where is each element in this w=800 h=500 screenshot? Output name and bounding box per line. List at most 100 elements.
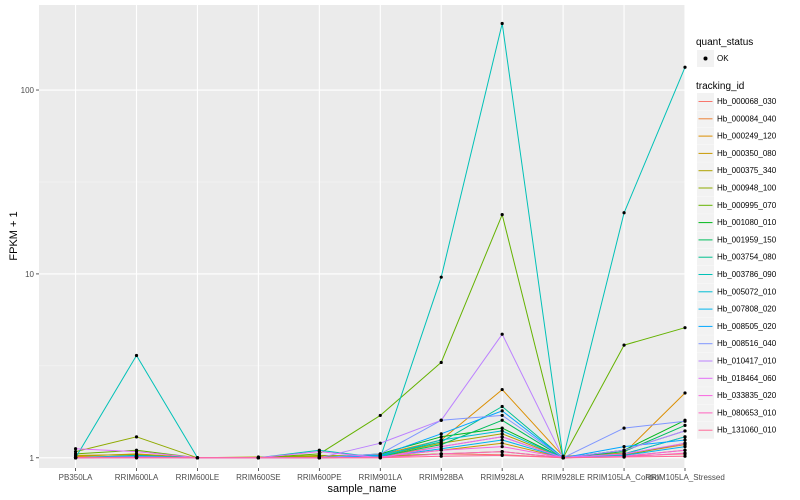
legend-item-label: Hb_080653_010 bbox=[717, 408, 777, 417]
series-points bbox=[73, 21, 687, 460]
x-tick-label: RRIM105LA_Stressed bbox=[645, 473, 725, 482]
data-point bbox=[683, 441, 687, 445]
data-point bbox=[683, 454, 687, 458]
legend-item-label: Hb_008505_020 bbox=[717, 322, 777, 331]
data-point bbox=[500, 404, 504, 409]
data-point bbox=[500, 453, 504, 458]
data-point bbox=[317, 456, 321, 460]
data-point bbox=[500, 435, 504, 439]
x-tick-label: RRIM600LE bbox=[176, 473, 220, 482]
data-point bbox=[683, 423, 687, 428]
data-point bbox=[622, 211, 626, 215]
data-point bbox=[622, 452, 626, 456]
data-point bbox=[500, 21, 504, 26]
data-point bbox=[73, 447, 78, 451]
data-point bbox=[195, 456, 200, 460]
data-point bbox=[500, 450, 504, 454]
x-tick-label: RRIM901LA bbox=[358, 473, 402, 482]
data-point bbox=[378, 452, 382, 456]
data-point bbox=[683, 429, 687, 433]
data-point bbox=[683, 435, 687, 439]
data-point bbox=[683, 326, 687, 330]
data-point bbox=[683, 391, 687, 395]
data-point bbox=[683, 65, 687, 69]
data-point bbox=[500, 426, 504, 430]
data-point bbox=[73, 450, 78, 454]
legend-items: Hb_000068_030 Hb_000084_040 Hb_000249_120 H… bbox=[697, 93, 777, 439]
legend-item-label: Hb_131060_010 bbox=[717, 426, 777, 435]
data-point bbox=[317, 450, 321, 454]
legend-item-label: Hb_033835_020 bbox=[717, 391, 777, 400]
data-point bbox=[439, 360, 443, 365]
data-point bbox=[500, 441, 504, 445]
legend-item-label: Hb_008516_040 bbox=[717, 339, 777, 348]
legend-lines-title: tracking_id bbox=[696, 81, 744, 92]
data-point bbox=[439, 448, 443, 452]
legend-item-label: Hb_000995_070 bbox=[717, 201, 777, 210]
x-axis-title: sample_name bbox=[327, 483, 396, 495]
legend-item-label: Hb_000068_030 bbox=[717, 97, 777, 106]
data-point bbox=[622, 343, 626, 347]
data-point bbox=[683, 451, 687, 455]
data-point bbox=[500, 432, 504, 436]
legend-item-label: Hb_007808_020 bbox=[717, 305, 777, 314]
x-tick-label: RRIM928BA bbox=[419, 473, 464, 482]
x-tick-label: PB350LA bbox=[59, 473, 93, 482]
legend-points-label: OK bbox=[717, 54, 729, 63]
data-point bbox=[317, 452, 321, 456]
legend-item-label: Hb_000084_040 bbox=[717, 114, 777, 123]
y-tick-label: 100 bbox=[21, 86, 35, 95]
data-point bbox=[622, 426, 626, 430]
data-point bbox=[378, 456, 382, 460]
legend-item-label: Hb_003754_080 bbox=[717, 253, 777, 262]
plot-panel bbox=[39, 5, 685, 468]
legend-item-label: Hb_018464_060 bbox=[717, 374, 777, 383]
data-point bbox=[500, 438, 504, 442]
legend-item-label: Hb_003786_090 bbox=[717, 270, 777, 279]
data-point bbox=[439, 418, 443, 422]
legend-points-title: quant_status bbox=[696, 37, 753, 48]
legend-item-label: Hb_000350_080 bbox=[717, 149, 777, 158]
data-point bbox=[683, 448, 687, 452]
data-point bbox=[622, 445, 626, 449]
data-point bbox=[134, 456, 139, 460]
x-tick-label: RRIM928LA bbox=[480, 473, 524, 482]
legend-item-label: Hb_000948_100 bbox=[717, 184, 777, 193]
y-axis: 1 10 100 bbox=[21, 86, 39, 463]
data-point bbox=[683, 438, 687, 442]
data-point bbox=[500, 429, 504, 433]
x-tick-label: RRIM600LA bbox=[115, 473, 159, 482]
data-point bbox=[622, 448, 626, 452]
data-point bbox=[500, 413, 504, 418]
data-point bbox=[622, 455, 626, 459]
data-point bbox=[500, 445, 504, 449]
data-point bbox=[683, 445, 687, 449]
y-tick-label: 10 bbox=[25, 270, 34, 279]
x-axis: PB350LA RRIM600LA RRIM600LE RRIM600SE RRIM60… bbox=[59, 468, 725, 482]
data-point bbox=[500, 387, 504, 392]
data-point bbox=[439, 454, 443, 458]
legend-item-label: Hb_000375_340 bbox=[717, 166, 777, 175]
x-tick-label: RRIM105LA_Control bbox=[587, 473, 661, 482]
x-tick-label: RRIM928LE bbox=[541, 473, 585, 482]
legend-item-label: Hb_001959_150 bbox=[717, 235, 777, 244]
data-point bbox=[439, 275, 443, 279]
legend-ok-point-icon bbox=[703, 56, 708, 61]
data-point bbox=[256, 456, 260, 460]
legend-item-label: Hb_000249_120 bbox=[717, 132, 777, 141]
data-point bbox=[134, 435, 139, 439]
data-point bbox=[500, 332, 504, 336]
data-point bbox=[439, 445, 443, 449]
data-point bbox=[683, 419, 687, 423]
data-point bbox=[500, 213, 504, 217]
x-tick-label: RRIM600PE bbox=[297, 473, 341, 482]
data-point bbox=[439, 435, 443, 439]
data-point bbox=[500, 409, 504, 413]
data-point bbox=[439, 438, 443, 442]
data-point bbox=[500, 418, 504, 422]
y-tick-label: 1 bbox=[30, 454, 35, 463]
data-point bbox=[134, 450, 139, 454]
data-point bbox=[439, 432, 443, 436]
data-point bbox=[439, 452, 443, 456]
